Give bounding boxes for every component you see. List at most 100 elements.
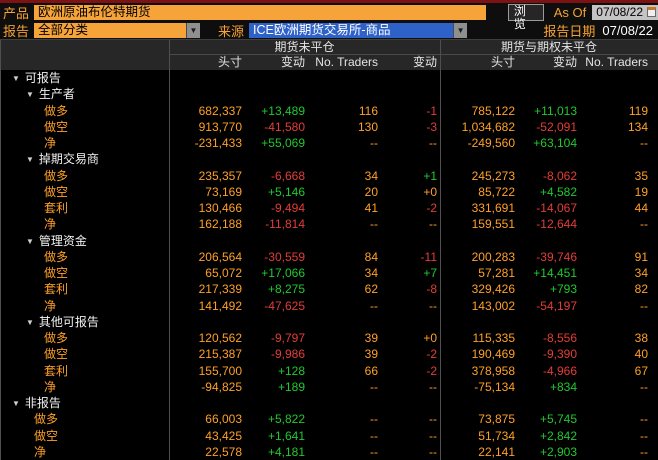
cell: +834 — [549, 379, 577, 394]
cell: -- — [640, 444, 648, 459]
cell: 65,072 — [205, 266, 242, 280]
cell: -9,986 — [270, 347, 305, 362]
cell: 329,426 — [471, 282, 515, 297]
section-label[interactable]: ▼ 其他可报告 — [26, 314, 99, 329]
report-dropdown-arrow-icon[interactable]: ▼ — [186, 22, 201, 38]
table-row: 套利 217,339 +8,275 62 -8 329,426 +793 82 — [0, 281, 658, 297]
cell: -- — [640, 136, 648, 150]
cell: 141,492 — [198, 298, 242, 313]
cell: +55,069 — [261, 136, 305, 150]
table-left-divider — [0, 40, 1, 460]
report-date-value: 07/08/22 — [602, 22, 653, 38]
column-header-fut-position: 头寸 — [217, 55, 242, 69]
cell: 120,562 — [198, 331, 242, 345]
source-dropdown[interactable]: ICE欧洲期货交易所-商品 — [249, 22, 454, 38]
browse-button[interactable]: 浏览 — [507, 3, 544, 30]
report-date-label: 报告日期 — [543, 23, 596, 39]
row-label: 做多 — [44, 249, 69, 264]
cell: -12,644 — [536, 217, 577, 232]
cell: 200,283 — [471, 249, 515, 264]
report-dropdown[interactable]: 全部分类 — [34, 22, 187, 38]
report-label: 报告 — [3, 23, 30, 39]
table-row: 做空 65,072 +17,066 34 +7 57,281 +14,451 34 — [0, 265, 658, 281]
cell: +1 — [423, 168, 437, 183]
section-label[interactable]: ▼ 可报告 — [12, 71, 61, 85]
cell: +17,066 — [261, 266, 305, 280]
cell: 51,734 — [478, 428, 515, 443]
cell: 39 — [364, 347, 378, 362]
row-label: 套利 — [44, 363, 69, 378]
cell: -2 — [426, 201, 437, 215]
table-row: 净 141,492 -47,625 -- -- 143,002 -54,197 -- — [0, 298, 658, 314]
table-row: 净 -231,433 +55,069 -- -- -249,560 +63,104 -- — [0, 135, 658, 151]
cell: +128 — [277, 363, 305, 378]
cell: -- — [370, 444, 378, 459]
product-label: 产品 — [3, 5, 30, 21]
cell: -54,197 — [536, 298, 577, 313]
cell: 22,578 — [205, 444, 242, 459]
table-row: 做多 682,337 +13,489 116 -1 785,122 +11,013 119 — [0, 103, 658, 119]
cell: 40 — [634, 347, 648, 362]
section-label[interactable]: ▼ 掉期交易商 — [26, 152, 99, 167]
cell: 34 — [364, 168, 378, 183]
cell: 73,169 — [205, 184, 242, 199]
cell: 913,770 — [198, 119, 242, 134]
cell: +11,013 — [534, 103, 577, 118]
cell: -- — [370, 298, 378, 313]
cell: -9,390 — [542, 347, 577, 362]
cell: -9,797 — [270, 331, 305, 345]
calendar-icon[interactable] — [647, 7, 656, 17]
table-row: 套利 130,466 -9,494 41 -2 331,691 -14,067 44 — [0, 200, 658, 216]
cell: +1,641 — [267, 428, 305, 443]
column-header-fut-traders: No. Traders — [315, 55, 378, 69]
cell: -3 — [426, 119, 437, 134]
cell: 35 — [634, 168, 648, 183]
section-label[interactable]: ▼ 管理资金 — [26, 233, 87, 248]
product-input[interactable]: 欧洲原油布伦特期货 — [34, 4, 486, 20]
cell: 19 — [634, 184, 648, 199]
cell: 41 — [364, 201, 378, 215]
section-label[interactable]: ▼ 生产者 — [26, 87, 75, 102]
source-dropdown-arrow-icon[interactable]: ▼ — [453, 22, 468, 38]
cell: 85,722 — [478, 184, 515, 199]
cell: -75,134 — [474, 379, 515, 394]
cell: 155,700 — [198, 363, 242, 378]
cot-table: 期货未平仓 期货与期权未平仓 头寸 变动 No. Traders 变动 头寸 变… — [0, 39, 658, 460]
cell: +793 — [549, 282, 577, 297]
cell: -249,560 — [467, 136, 515, 150]
cell: -- — [640, 217, 648, 232]
cell: +4,181 — [267, 444, 305, 459]
cell: -231,433 — [194, 136, 242, 150]
cell: -47,625 — [264, 298, 305, 313]
cell: 217,339 — [198, 282, 242, 297]
group-header-row: 期货未平仓 期货与期权未平仓 — [0, 40, 658, 55]
section-label[interactable]: ▼ 非报告 — [12, 396, 61, 410]
column-header-fo-change: 变动 — [552, 55, 577, 69]
table-row: 做多 206,564 -30,559 84 -11 200,283 -39,746 91 — [0, 249, 658, 265]
cell: 91 — [634, 249, 648, 264]
cell: +189 — [277, 379, 305, 394]
row-label: 净 — [44, 217, 57, 232]
table-row: 做空 73,169 +5,146 20 +0 85,722 +4,582 19 — [0, 184, 658, 200]
column-header-fo-traders: No. Traders — [585, 55, 648, 69]
cell: 682,337 — [198, 103, 242, 118]
cell: -- — [640, 298, 648, 313]
cell: -2 — [426, 347, 437, 362]
as-of-date-input[interactable]: 07/08/22 — [592, 4, 658, 20]
cell: -- — [429, 412, 437, 427]
table-body: ▼ 可报告 ▼ 生产者 做多 682,337 +13,489 116 -1 785,122 +11,… — [0, 70, 658, 460]
cell: -- — [370, 412, 378, 427]
cell: 73,875 — [478, 412, 515, 427]
cell: -- — [370, 428, 378, 443]
cell: 115,335 — [472, 331, 516, 345]
row-label: 净 — [44, 379, 57, 394]
cell: +14,451 — [533, 266, 577, 280]
cell: -- — [429, 444, 437, 459]
cell: -94,825 — [201, 379, 242, 394]
table-row: 做多 235,357 -6,668 34 +1 245,273 -8,062 35 — [0, 168, 658, 184]
cell: 66,003 — [205, 412, 242, 427]
cell: 235,357 — [198, 168, 242, 183]
cell: 67 — [634, 363, 648, 378]
collapse-triangle-icon: ▼ — [26, 236, 34, 246]
collapse-triangle-icon: ▼ — [26, 317, 34, 327]
